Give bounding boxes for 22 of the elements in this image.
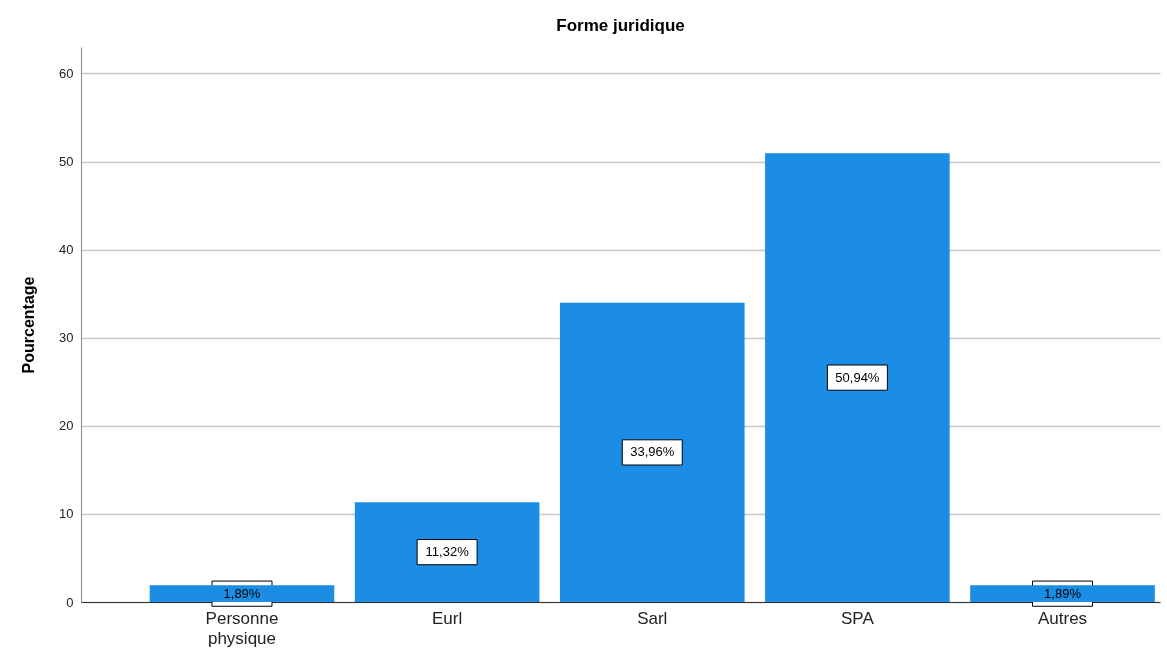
y-tick-label: 40 [59,242,74,258]
bar [765,153,950,602]
data-label: 50,94% [835,369,880,385]
data-label: 33,96% [630,444,675,460]
data-label: 11,32% [425,544,470,560]
bar [559,302,745,602]
x-tick-label: Sarl [637,608,668,628]
x-tick-label: Eurl [432,608,463,628]
y-tick-label: 30 [59,330,74,346]
y-tick-label: 60 [59,65,74,81]
y-axis-title: Pourcentage [20,276,38,374]
data-label: 1,89% [1044,585,1082,601]
y-tick-label: 10 [59,506,74,522]
data-label: 1,89% [223,585,261,601]
bar [354,502,540,602]
y-tick-label: 50 [59,154,74,170]
chart-title: Forme juridique [556,16,685,35]
y-tick-label: 20 [59,418,74,434]
x-tick-label: SPA [841,608,875,628]
x-tick-label: Personne physique [205,608,279,648]
x-tick-label: Autres [1037,608,1088,628]
y-tick-label: 0 [66,594,74,610]
